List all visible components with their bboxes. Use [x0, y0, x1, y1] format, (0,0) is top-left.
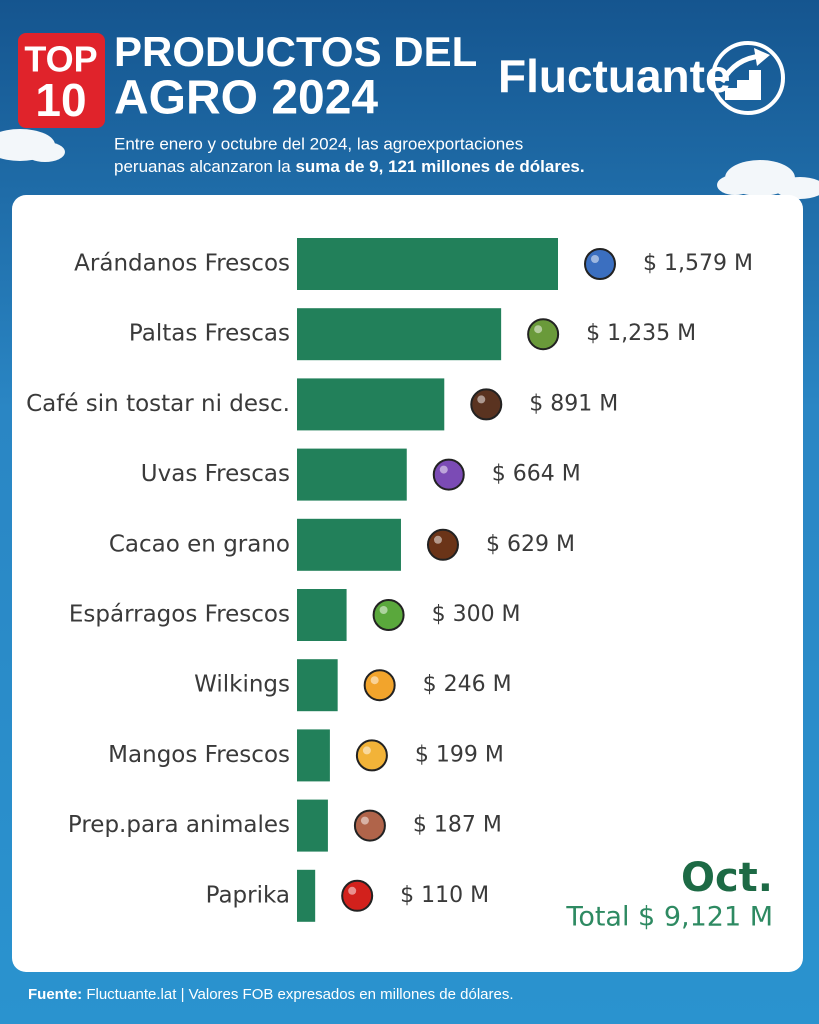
category-label: Paprika [206, 882, 290, 908]
bar [297, 729, 330, 782]
value-label: $ 891 M [529, 391, 618, 416]
icon [470, 388, 503, 421]
value-label: $ 199 M [415, 742, 504, 767]
bar [297, 799, 328, 852]
source-label: Fuente: [28, 986, 82, 1003]
category-label: Mangos Frescos [108, 742, 290, 768]
icon [426, 528, 459, 561]
value-label: $ 629 M [486, 532, 575, 557]
badge-number: 10 [35, 74, 86, 126]
bar [297, 589, 347, 641]
value-label: $ 187 M [413, 813, 502, 838]
annotation-total: Total $ 9,121 M [565, 902, 773, 933]
icon [527, 318, 560, 351]
icon [363, 669, 396, 702]
value-label: $ 246 M [423, 672, 512, 697]
category-label: Espárragos Frescos [69, 602, 290, 628]
icon [355, 739, 388, 772]
subtitle-line1: Entre enero y octubre del 2024, las agro… [114, 134, 523, 153]
subtitle-bold: suma de 9, 121 millones de dólares. [295, 157, 584, 176]
category-label: Prep.para animales [68, 812, 290, 838]
icon-shape [355, 739, 388, 772]
icon-highlight [477, 395, 486, 404]
clouds [0, 129, 819, 199]
icon-highlight [534, 325, 543, 334]
icon-shape [584, 248, 616, 280]
icon-shape [341, 879, 374, 912]
title-line2: AGRO 2024 [114, 72, 378, 125]
value-label: $ 664 M [492, 462, 581, 487]
icon [584, 248, 616, 280]
icon-highlight [433, 535, 442, 544]
category-label: Uvas Frescas [141, 461, 290, 487]
icon-highlight [360, 816, 369, 825]
icon-highlight [439, 465, 448, 474]
brand: Fluctuante [498, 50, 731, 102]
bar [297, 448, 407, 501]
value-label: $ 110 M [400, 883, 489, 908]
icon [432, 458, 465, 491]
icon [341, 879, 374, 912]
bar [297, 869, 316, 922]
icon-shape [432, 458, 465, 491]
chart-card [12, 195, 803, 972]
badge-top: TOP [24, 39, 97, 80]
icon-shape [353, 809, 386, 842]
bar [297, 659, 338, 712]
annotation-period: Oct. [681, 855, 773, 901]
category-label: Wilkings [194, 672, 290, 698]
icon-shape [363, 669, 396, 702]
footer: Fuente: Fluctuante.lat | Valores FOB exp… [28, 986, 514, 1003]
plot: Arándanos Frescos $ 1,579 M Paltas Frescas… [26, 238, 753, 922]
value-label: $ 1,235 M [586, 321, 696, 346]
badge [18, 33, 105, 128]
icon-highlight [348, 886, 357, 895]
value-label: $ 300 M [432, 602, 521, 627]
subtitle-line2: peruanas alcanzaron la suma de 9, 121 mi… [114, 157, 585, 176]
category-label: Café sin tostar ni desc. [26, 391, 290, 417]
title-line1: PRODUCTOS DEL [114, 28, 477, 75]
icon-shape [470, 388, 503, 421]
icon-shape [426, 528, 459, 561]
subtitle-plain: peruanas alcanzaron la [114, 157, 291, 176]
icon-highlight [379, 606, 388, 614]
bar [297, 378, 445, 431]
icon [372, 599, 405, 631]
icon-highlight [370, 676, 379, 685]
category-label: Paltas Frescas [129, 321, 290, 347]
brand-logo [711, 41, 785, 115]
icon-highlight [591, 255, 599, 263]
icon [353, 809, 386, 842]
bar [297, 238, 558, 290]
category-label: Cacao en grano [109, 531, 290, 557]
value-label: $ 1,579 M [643, 251, 753, 276]
icon-shape [372, 599, 405, 631]
icon-highlight [362, 746, 371, 755]
bar [297, 518, 401, 571]
icon-shape [527, 318, 560, 351]
source-text: Fluctuante.lat | Valores FOB expresados … [86, 986, 513, 1003]
category-label: Arándanos Frescos [74, 251, 290, 277]
bar [297, 308, 502, 361]
